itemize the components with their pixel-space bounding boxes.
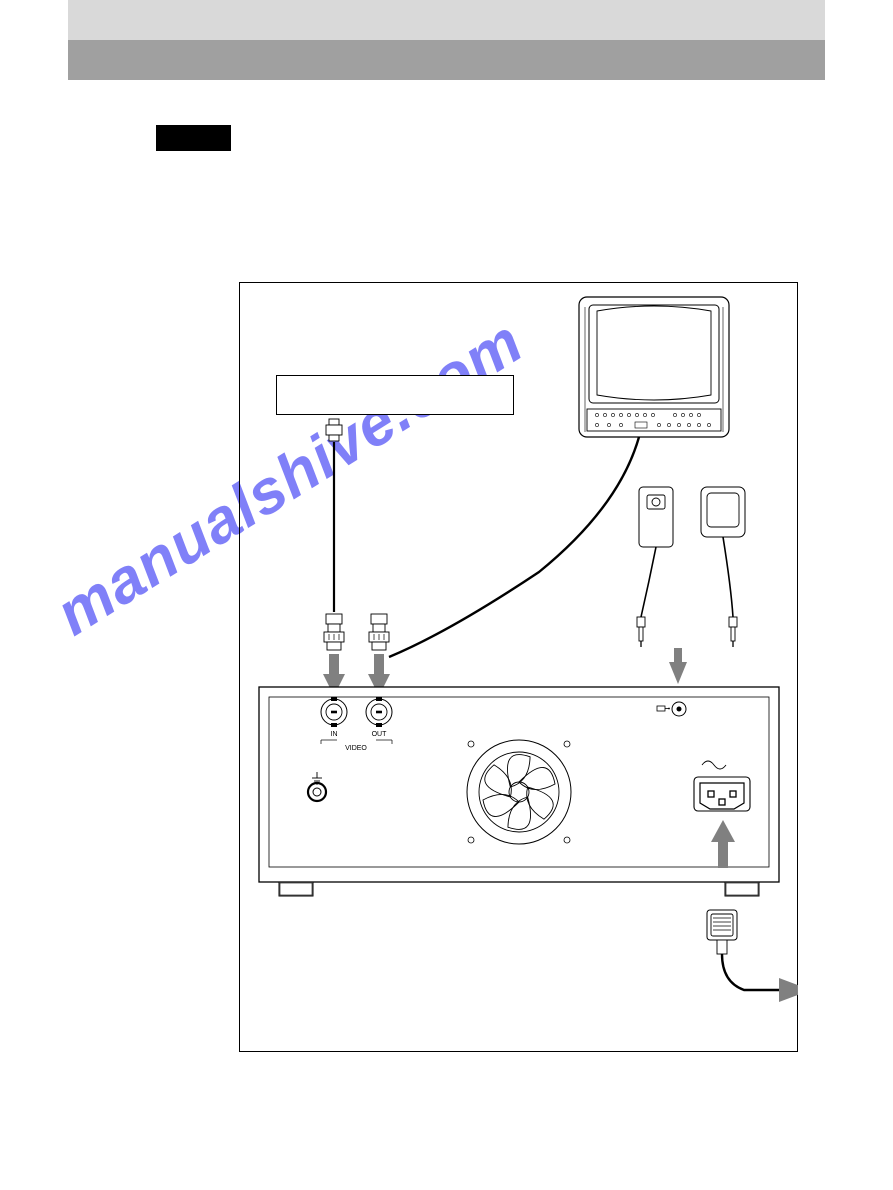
header-bar-dark [68,40,825,80]
label-video: VIDEO [345,745,367,752]
bnc-connector-top [326,419,342,441]
bnc-pair-in [324,614,344,650]
connection-diagram-svg: IN OUT VIDEO [239,282,798,1052]
recorder-body: IN OUT VIDEO [259,687,779,896]
label-in: IN [331,731,338,738]
page-root: manualshive.com [0,0,893,1190]
power-adapter-right [701,487,745,647]
bnc-pair-out [369,614,389,650]
power-adapter-left [637,487,673,647]
header-bar-light [68,0,825,40]
monitor-device [389,297,729,657]
label-out: OUT [372,731,388,738]
note-badge [156,125,231,151]
dc-in-arrow [669,648,687,684]
